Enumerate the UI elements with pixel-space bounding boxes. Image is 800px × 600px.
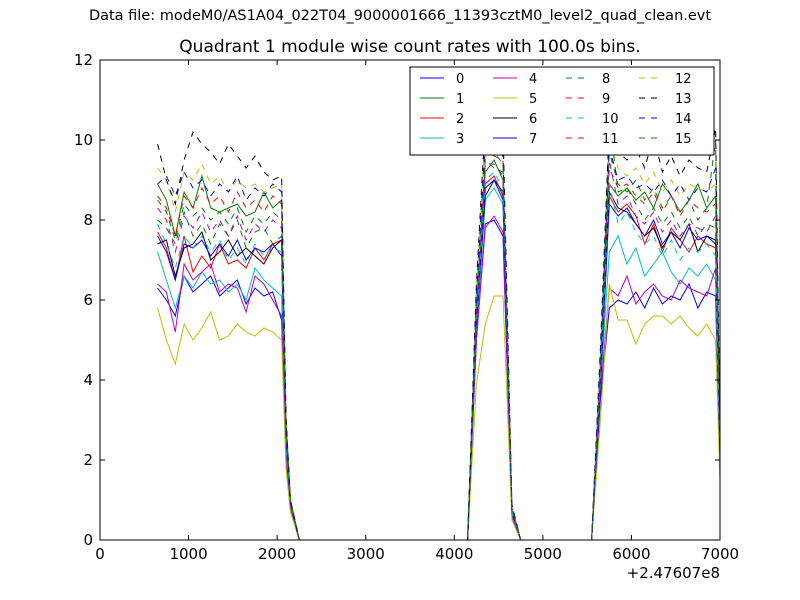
legend-label-12: 12 (675, 72, 692, 87)
x-offset-label: +2.47607e8 (627, 564, 720, 582)
y-tick-label: 12 (74, 51, 93, 69)
series-line-5 (157, 283, 721, 541)
series-line-8 (157, 119, 721, 541)
y-tick-label: 2 (83, 451, 93, 469)
legend-box (409, 66, 715, 156)
y-tick-label: 6 (83, 291, 93, 309)
legend-label-9: 9 (602, 92, 610, 107)
x-tick-label: 6000 (612, 545, 650, 563)
series-line-1 (157, 159, 721, 541)
y-tick-label: 4 (83, 371, 93, 389)
series-line-9 (157, 146, 721, 541)
legend-label-8: 8 (602, 72, 610, 87)
legend-label-15: 15 (675, 132, 692, 147)
legend-label-13: 13 (675, 92, 692, 107)
legend-label-6: 6 (529, 112, 537, 127)
chart-title: Quadrant 1 module wise count rates with … (179, 37, 641, 57)
legend-label-4: 4 (529, 72, 537, 87)
legend-label-2: 2 (456, 112, 464, 127)
x-tick-label: 1000 (169, 545, 207, 563)
x-tick-label: 0 (95, 545, 105, 563)
y-tick-label: 8 (83, 211, 93, 229)
x-tick-label: 4000 (435, 545, 473, 563)
series-line-10 (157, 171, 721, 541)
series-line-2 (157, 175, 721, 541)
legend-label-14: 14 (675, 112, 692, 127)
y-tick-label: 10 (74, 131, 93, 149)
x-tick-label: 2000 (258, 545, 296, 563)
series-line-0 (157, 219, 721, 541)
series-line-13 (157, 102, 721, 541)
series-line-14 (157, 134, 721, 541)
figure-suptitle: Data file: modeM0/AS1A04_022T04_90000016… (88, 8, 712, 24)
x-tick-label: 7000 (701, 545, 739, 563)
legend-label-7: 7 (529, 132, 537, 147)
legend-label-3: 3 (456, 132, 464, 147)
series-line-12 (157, 130, 721, 541)
plot-lines (157, 102, 721, 541)
x-tick-label: 3000 (347, 545, 385, 563)
legend-label-5: 5 (529, 92, 537, 107)
legend-label-1: 1 (456, 92, 464, 107)
legend-label-0: 0 (456, 72, 464, 87)
legend-label-10: 10 (602, 112, 619, 127)
legend-label-11: 11 (602, 132, 619, 147)
series-line-3 (157, 187, 721, 541)
y-tick-label: 0 (83, 531, 93, 549)
x-tick-label: 5000 (524, 545, 562, 563)
series-line-11 (157, 159, 721, 541)
